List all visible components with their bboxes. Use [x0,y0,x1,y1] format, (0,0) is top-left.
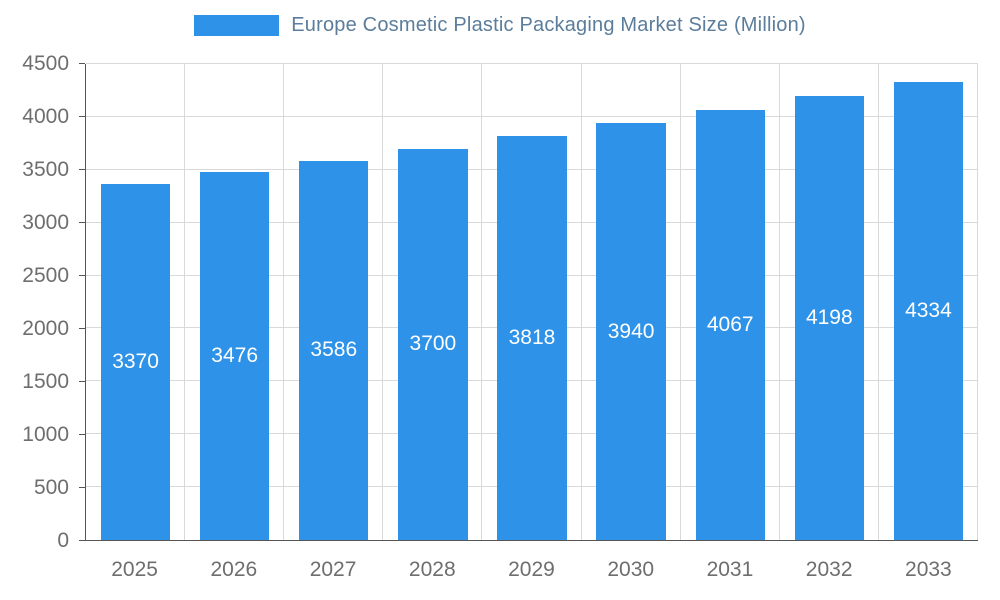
y-axis: 0 500 1000 1500 2000 2500 3000 3500 4000 4500 [0,52,85,552]
y-tick-mark [79,487,85,488]
vertical-gridline [877,64,879,540]
y-tick-label: 500 [33,476,69,499]
vertical-gridline [580,64,582,540]
horizontal-gridline [86,63,978,64]
bar-2032: 4198 [794,95,864,540]
plot-area: 3370 3476 3586 3700 3818 3940 4067 4198 4334 [85,63,978,541]
x-tick-label: 2025 [111,558,158,581]
y-tick-mark [79,381,85,383]
x-tick-label: 2033 [905,558,952,581]
bar-value-label: 3586 [310,338,358,362]
bar-slot: 3586 [284,64,383,540]
bar-value-label: 3370 [112,349,159,373]
horizontal-gridline [86,115,978,117]
bar-2027: 3586 [299,160,369,540]
bar-slot: 3476 [185,64,284,540]
x-tick-label: 2030 [607,558,655,581]
bar-2028: 3700 [398,148,468,540]
y-tick-label: 3000 [22,211,69,235]
bar-value-label: 3476 [211,344,259,368]
bar-value-label: 4067 [706,312,754,336]
y-tick-mark [79,275,85,276]
bar-slot: 4198 [780,64,879,540]
legend-swatch [194,15,280,36]
bar-slot: 4067 [681,64,780,540]
y-tick-mark [79,540,85,541]
x-tick-label: 2028 [408,558,456,581]
vertical-gridline [778,64,780,540]
y-tick-mark [79,222,85,224]
bar-slot: 4334 [879,64,978,540]
bar-value-label: 4334 [905,298,952,322]
y-tick-mark [79,328,85,329]
vertical-gridline [679,64,681,540]
y-tick-mark [79,63,85,64]
chart-legend: Europe Cosmetic Plastic Packaging Market… [0,14,1000,37]
y-tick-mark [79,169,85,170]
bar-2031: 4067 [695,109,765,540]
x-tick-label: 2026 [210,558,258,581]
y-tick-label: 3500 [22,158,69,181]
x-tick-label: 2032 [805,558,853,581]
bar-2025: 3370 [100,183,171,540]
y-tick-label: 4000 [22,105,69,128]
y-tick-label: 2500 [22,264,69,287]
bar-2033: 4334 [893,81,964,540]
bar-value-label: 3940 [607,319,655,343]
vertical-gridline [481,64,483,540]
y-tick-mark [79,116,85,117]
bar-2030: 3940 [596,123,666,540]
vertical-gridline [382,64,384,540]
y-tick-label: 2000 [22,317,69,340]
bar-value-label: 4198 [805,305,853,329]
y-tick-label: 1000 [22,423,69,446]
bar-slot: 3700 [383,64,482,540]
vertical-gridline [283,64,285,540]
x-tick-label: 2029 [508,558,555,581]
x-tick-label: 2027 [309,558,357,581]
bar-value-label: 3700 [409,332,457,356]
y-tick-label: 0 [57,529,69,552]
bar-2026: 3476 [199,172,270,540]
x-axis: 2025 2026 2027 2028 2029 2030 2031 2032 2033 [85,558,978,588]
bar-slot: 3370 [86,64,185,540]
bar-slot: 3940 [582,64,681,540]
bar-value-label: 3818 [508,326,556,350]
bar-2029: 3818 [497,136,567,540]
chart-title: Europe Cosmetic Plastic Packaging Market… [291,14,806,36]
bar-slot: 3818 [482,64,581,540]
y-tick-label: 4500 [22,52,69,75]
y-tick-mark [79,434,85,435]
vertical-gridline [977,64,978,540]
x-tick-label: 2031 [706,558,754,581]
vertical-gridline [184,64,186,540]
y-tick-label: 1500 [22,370,69,394]
